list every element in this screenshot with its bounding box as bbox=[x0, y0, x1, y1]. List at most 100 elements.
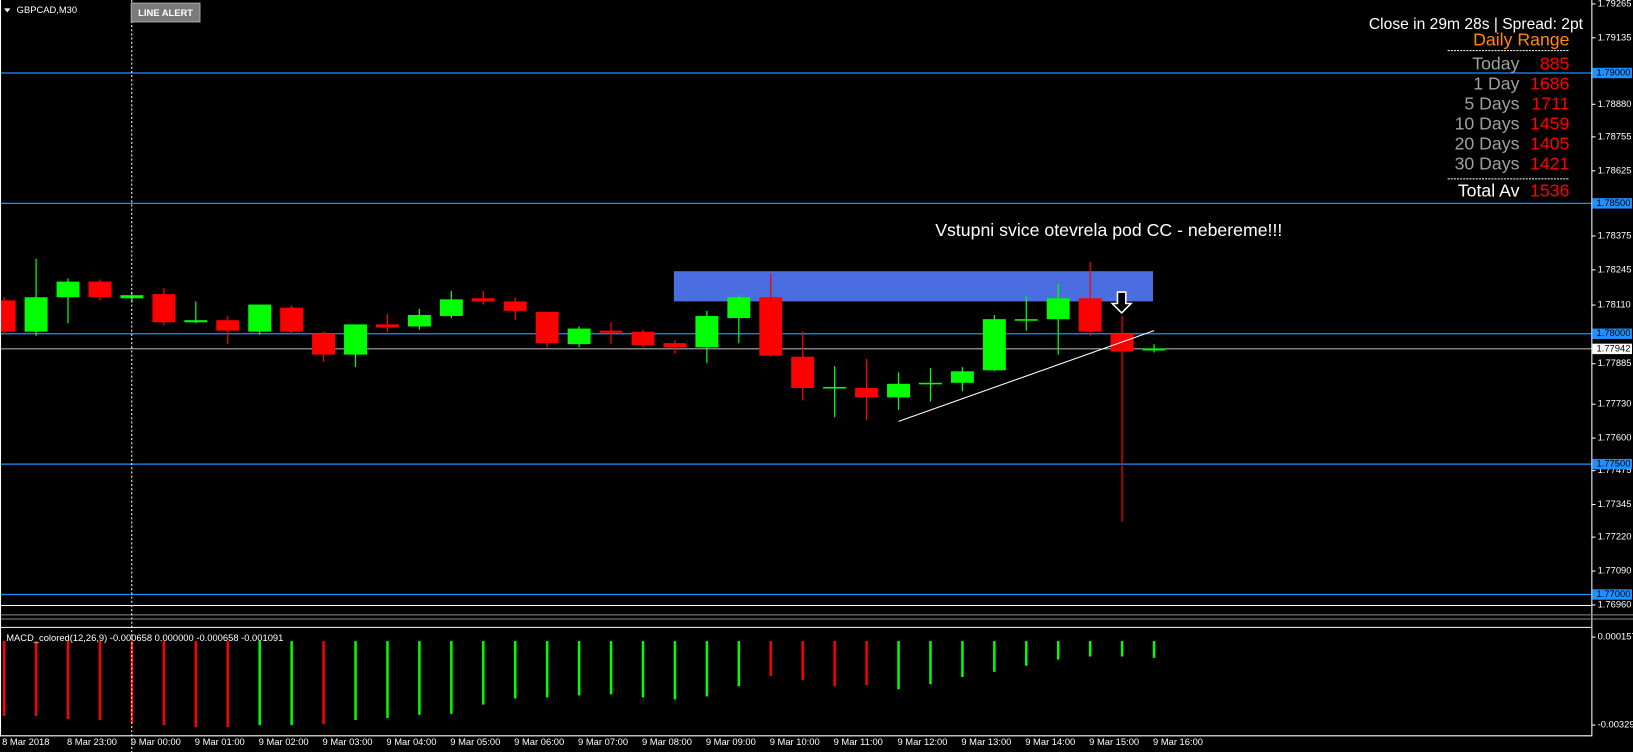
daily-range-title: Daily Range bbox=[1473, 29, 1570, 49]
symbol-label: GBPCAD,M30 bbox=[17, 5, 77, 15]
level-label: 1.78500 bbox=[1597, 198, 1631, 208]
macd-bar bbox=[641, 641, 645, 698]
x-tick-label: 9 Mar 05:00 bbox=[450, 737, 500, 747]
y-tick-label: 1.78110 bbox=[1598, 300, 1631, 310]
level-label: 1.77000 bbox=[1597, 589, 1631, 599]
candle-body bbox=[887, 383, 910, 398]
x-tick-label: 9 Mar 06:00 bbox=[514, 737, 564, 747]
range-label: Today bbox=[1472, 53, 1519, 73]
x-tick-label: 9 Mar 03:00 bbox=[323, 737, 373, 747]
candle-body bbox=[695, 316, 719, 348]
candle-body bbox=[56, 281, 80, 298]
macd-bar bbox=[354, 641, 357, 720]
range-label: 30 Days bbox=[1455, 153, 1520, 173]
y-tick-label: 1.78245 bbox=[1598, 264, 1632, 274]
y-tick-label: 1.79135 bbox=[1598, 32, 1632, 42]
candle-body bbox=[280, 307, 304, 332]
x-tick-label: 9 Mar 16:00 bbox=[1153, 737, 1203, 747]
macd-bar bbox=[993, 641, 996, 672]
candle-body bbox=[663, 343, 687, 348]
macd-bar bbox=[1056, 641, 1060, 660]
menu-triangle bbox=[4, 8, 11, 13]
candle-body bbox=[1046, 298, 1070, 320]
macd-bar bbox=[513, 641, 517, 699]
macd-bar bbox=[226, 641, 230, 728]
macd-bar bbox=[194, 641, 198, 728]
candle-body bbox=[344, 324, 367, 355]
candle-body bbox=[919, 382, 942, 385]
candle-body bbox=[855, 387, 879, 398]
trendline bbox=[898, 330, 1155, 422]
level-label-box bbox=[1592, 458, 1632, 470]
candle-body bbox=[248, 304, 272, 332]
candle-body bbox=[1142, 348, 1166, 351]
x-tick-label: 8 Mar 23:00 bbox=[67, 737, 117, 747]
x-tick-label: 9 Mar 00:00 bbox=[131, 737, 181, 747]
candle-body bbox=[535, 311, 559, 344]
range-label: 20 Days bbox=[1455, 133, 1520, 153]
macd-bar bbox=[545, 641, 549, 698]
range-value: 1686 bbox=[1530, 73, 1570, 93]
y-tick-label: 1.77345 bbox=[1598, 499, 1632, 509]
line-alert-button[interactable] bbox=[130, 2, 201, 23]
macd-bar bbox=[1025, 641, 1028, 666]
candle-body bbox=[791, 356, 815, 388]
x-tick-label: 9 Mar 13:00 bbox=[961, 737, 1011, 747]
macd-bar bbox=[66, 641, 70, 719]
macd-bar bbox=[1120, 641, 1124, 657]
candle-body bbox=[982, 319, 1006, 371]
candle-body bbox=[312, 333, 336, 355]
macd-bar bbox=[961, 641, 964, 677]
candle-body bbox=[727, 297, 751, 319]
candle-body bbox=[376, 324, 399, 328]
macd-bar bbox=[897, 641, 900, 690]
candle-body bbox=[1078, 298, 1102, 332]
x-tick-label: 9 Mar 08:00 bbox=[642, 737, 692, 747]
level-label-box bbox=[1592, 589, 1632, 600]
candle-body bbox=[0, 300, 16, 332]
info-panel: Today 885 1 Day 1686 5 Days 1711 10 Days 1459 20… bbox=[1455, 53, 1570, 173]
x-tick-label: 9 Mar 12:00 bbox=[897, 737, 947, 747]
y-tick-label: 1.79265 bbox=[1598, 0, 1632, 8]
macd-bar bbox=[1152, 641, 1156, 658]
macd-bar bbox=[769, 641, 773, 676]
level-label-box bbox=[1592, 67, 1632, 79]
candle-body bbox=[631, 331, 655, 346]
macd-bar bbox=[2, 641, 6, 716]
y-tick-label: 1.78625 bbox=[1598, 165, 1632, 175]
macd-bar bbox=[258, 641, 261, 726]
range-value: 885 bbox=[1540, 53, 1570, 73]
signal-arrow bbox=[1110, 291, 1133, 315]
macd-bar bbox=[482, 641, 485, 705]
candle-body bbox=[88, 281, 112, 298]
total-value: 1536 bbox=[1530, 181, 1570, 201]
range-label: 10 Days bbox=[1455, 113, 1520, 133]
range-value: 1459 bbox=[1530, 113, 1569, 133]
y-tick-label: 1.77090 bbox=[1598, 566, 1632, 576]
x-tick-label: 9 Mar 02:00 bbox=[259, 737, 309, 747]
y-tick-label: 1.77600 bbox=[1598, 433, 1632, 443]
range-label: 5 Days bbox=[1464, 93, 1519, 113]
macd-bar bbox=[865, 641, 868, 686]
y-tick-label: 1.77475 bbox=[1598, 465, 1632, 475]
y-tick-label: 1.78755 bbox=[1598, 131, 1632, 141]
line-alert-label[interactable]: LINE ALERT bbox=[138, 8, 193, 18]
macd-bar bbox=[577, 641, 581, 696]
chart-back-layer bbox=[0, 72, 1592, 596]
range-label: 1 Day bbox=[1473, 73, 1519, 93]
y-tick-label: 1.76960 bbox=[1598, 599, 1632, 609]
macd-bar bbox=[1088, 641, 1092, 657]
candle-body bbox=[1014, 319, 1038, 321]
level-label: 1.77500 bbox=[1597, 459, 1631, 469]
macd-bar bbox=[673, 641, 677, 700]
candle-body bbox=[599, 330, 623, 333]
macd-bar bbox=[290, 641, 293, 726]
macd-bar bbox=[705, 641, 709, 697]
candle-body bbox=[152, 294, 176, 323]
price-zone bbox=[673, 271, 1154, 302]
x-tick-label: 9 Mar 15:00 bbox=[1089, 737, 1139, 747]
candle-body bbox=[1110, 333, 1134, 352]
x-tick-label: 8 Mar 2018 bbox=[2, 737, 49, 747]
